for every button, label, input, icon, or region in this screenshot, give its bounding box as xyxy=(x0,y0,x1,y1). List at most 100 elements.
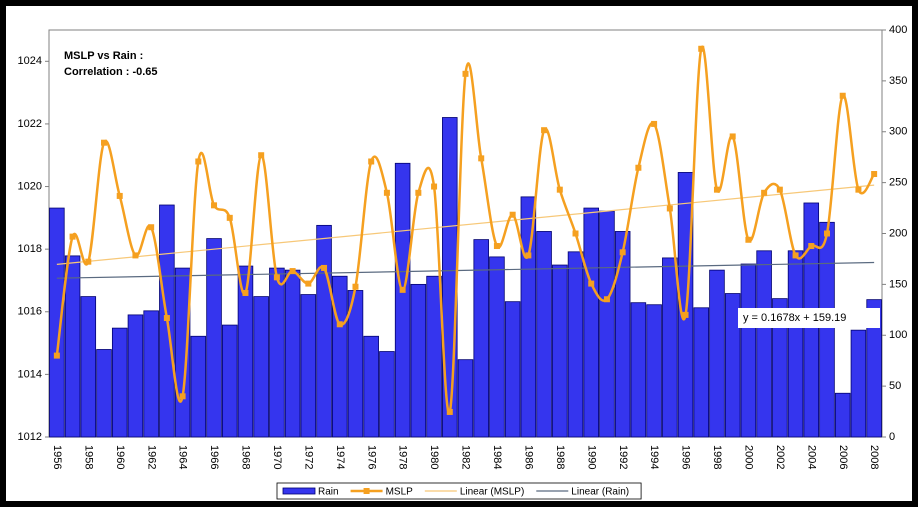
x-tick-label: 2006 xyxy=(837,445,849,469)
marker xyxy=(588,280,595,287)
marker xyxy=(399,286,406,293)
bar xyxy=(190,335,207,438)
y-tick-label: 1022 xyxy=(18,118,42,130)
y2-tick-label: 100 xyxy=(889,329,907,341)
x-tick-label: 1970 xyxy=(271,445,283,469)
bar xyxy=(772,298,788,438)
bar xyxy=(379,351,395,438)
bar xyxy=(536,231,552,438)
bar xyxy=(850,329,867,438)
marker xyxy=(713,186,720,193)
bar xyxy=(96,349,112,438)
marker xyxy=(116,192,123,199)
bar xyxy=(520,196,537,438)
x-tick-label: 1956 xyxy=(51,445,63,469)
legend-swatch xyxy=(282,487,316,495)
marker xyxy=(242,289,249,296)
marker xyxy=(698,45,705,52)
marker xyxy=(839,92,846,99)
bar xyxy=(80,296,97,438)
bar xyxy=(756,250,772,438)
bar xyxy=(709,269,725,438)
bar xyxy=(614,231,631,438)
bar xyxy=(49,207,65,438)
marker xyxy=(148,224,155,231)
marker xyxy=(871,171,878,178)
marker xyxy=(855,186,862,193)
marker xyxy=(336,321,343,328)
marker xyxy=(682,311,689,318)
marker xyxy=(226,214,233,221)
annotation: MSLP vs Rain : xyxy=(64,50,143,62)
y-tick-label: 1020 xyxy=(18,180,42,192)
bar xyxy=(552,264,568,438)
bar xyxy=(269,267,285,438)
marker xyxy=(792,252,799,259)
y-tick-label: 1012 xyxy=(18,431,42,443)
marker xyxy=(556,186,563,193)
marker xyxy=(321,264,328,271)
x-tick-label: 1960 xyxy=(114,445,126,469)
y2-tick-label: 400 xyxy=(889,24,907,36)
x-tick-label: 1980 xyxy=(428,445,440,469)
x-tick-label: 1974 xyxy=(334,445,346,469)
marker xyxy=(85,258,92,265)
y-tick-label: 1016 xyxy=(18,306,42,318)
y2-tick-label: 200 xyxy=(889,227,907,239)
marker xyxy=(509,211,516,218)
marker xyxy=(383,189,390,196)
marker xyxy=(478,155,485,162)
y2-tick-label: 50 xyxy=(889,380,901,392)
marker xyxy=(761,189,768,196)
marker xyxy=(132,252,139,259)
bar xyxy=(237,265,254,438)
legend-label: MSLP xyxy=(386,487,414,498)
marker xyxy=(273,274,280,281)
marker xyxy=(211,202,218,209)
marker xyxy=(53,352,60,359)
x-tick-label: 1982 xyxy=(460,445,472,469)
bar xyxy=(646,304,662,438)
bar xyxy=(426,275,442,438)
legend-label: Linear (Rain) xyxy=(571,487,629,498)
marker xyxy=(776,186,783,193)
equation-box xyxy=(738,308,880,328)
x-tick-label: 1998 xyxy=(711,445,723,469)
x-tick-label: 1966 xyxy=(208,445,220,469)
marker xyxy=(462,70,469,77)
marker xyxy=(666,205,673,212)
bar xyxy=(363,335,379,438)
marker xyxy=(572,230,579,237)
x-tick-label: 1964 xyxy=(177,445,189,469)
x-tick-label: 1962 xyxy=(145,445,157,469)
x-tick-label: 1978 xyxy=(397,445,409,469)
marker xyxy=(179,393,186,400)
x-tick-label: 1996 xyxy=(680,445,692,469)
marker xyxy=(415,189,422,196)
marker xyxy=(69,233,76,240)
marker xyxy=(431,183,438,190)
bar xyxy=(787,250,804,438)
y2-tick-label: 0 xyxy=(889,431,895,443)
bar xyxy=(316,224,332,438)
y-tick-label: 1018 xyxy=(18,243,42,255)
x-tick-label: 1994 xyxy=(648,445,660,469)
bar xyxy=(724,293,741,438)
bar xyxy=(662,257,678,438)
marker xyxy=(101,139,108,146)
x-tick-label: 1986 xyxy=(522,445,534,469)
bar xyxy=(221,324,238,438)
y-tick-label: 1014 xyxy=(18,368,42,380)
marker xyxy=(729,133,736,140)
legend xyxy=(276,482,642,500)
x-tick-label: 2000 xyxy=(742,445,754,469)
legend-label: Rain xyxy=(318,487,339,498)
bar xyxy=(866,299,882,438)
bar xyxy=(567,251,584,438)
x-tick-label: 1972 xyxy=(302,445,314,469)
marker xyxy=(635,164,642,171)
bar xyxy=(174,267,191,438)
marker xyxy=(163,315,170,322)
bar xyxy=(64,255,81,438)
